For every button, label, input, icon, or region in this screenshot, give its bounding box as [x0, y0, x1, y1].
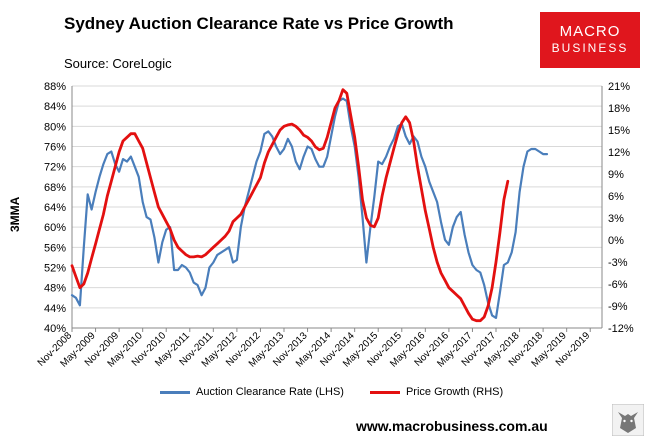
- y-right-tick-label: 0%: [608, 235, 624, 247]
- y-left-tick-label: 88%: [44, 81, 66, 93]
- legend-swatch-clearance: [160, 390, 190, 394]
- y-left-tick-label: 52%: [44, 263, 66, 275]
- y-left-tick-label: 76%: [44, 142, 66, 154]
- chart-source: Source: CoreLogic: [64, 56, 172, 71]
- y-left-tick-label: 68%: [44, 182, 66, 194]
- y-left-tick-label: 48%: [44, 283, 66, 295]
- y-right-tick-label: 15%: [608, 125, 630, 137]
- wolf-icon: [612, 404, 644, 436]
- series-line-clearance-rate: [70, 97, 549, 319]
- legend-swatch-price-growth: [369, 390, 400, 394]
- y-right-tick-label: -3%: [608, 257, 628, 269]
- logo-text-macro: MACRO: [559, 23, 621, 40]
- y-right-tick-label: 9%: [608, 169, 624, 181]
- y-right-tick-label: 6%: [608, 191, 624, 203]
- legend-item-clearance: Auction Clearance Rate (LHS): [160, 386, 344, 398]
- legend-label-price-growth: Price Growth (RHS): [405, 386, 504, 398]
- logo-text-business: BUSINESS: [551, 41, 629, 55]
- y-right-tick-label: -12%: [608, 323, 634, 335]
- website-url[interactable]: www.macrobusiness.com.au: [356, 418, 548, 434]
- y-left-tick-label: 80%: [44, 121, 66, 133]
- y-left-tick-label: 72%: [44, 162, 66, 174]
- y-left-tick-label: 44%: [44, 303, 66, 315]
- legend-label-clearance: Auction Clearance Rate (LHS): [196, 386, 344, 398]
- y-left-tick-label: 56%: [44, 242, 66, 254]
- y-right-tick-label: 18%: [608, 103, 630, 115]
- y-left-tick-label: 60%: [44, 222, 66, 234]
- y-right-tick-label: 21%: [608, 81, 630, 93]
- y-left-tick-label: 64%: [44, 202, 66, 214]
- y-right-tick-label: -9%: [608, 301, 628, 313]
- y-right-tick-label: 12%: [608, 147, 630, 159]
- y-right-tick-label: -6%: [608, 279, 628, 291]
- chart-legend: Auction Clearance Rate (LHS) Price Growt…: [160, 386, 529, 398]
- y-left-tick-label: 84%: [44, 101, 66, 113]
- series-line-price-growth: [70, 88, 510, 323]
- y-left-tick-label: 40%: [44, 323, 66, 335]
- y-right-tick-label: 3%: [608, 213, 624, 225]
- chart-title: Sydney Auction Clearance Rate vs Price G…: [64, 14, 454, 33]
- legend-item-price-growth: Price Growth (RHS): [369, 386, 504, 398]
- macrobusiness-logo[interactable]: MACRO BUSINESS: [540, 12, 640, 68]
